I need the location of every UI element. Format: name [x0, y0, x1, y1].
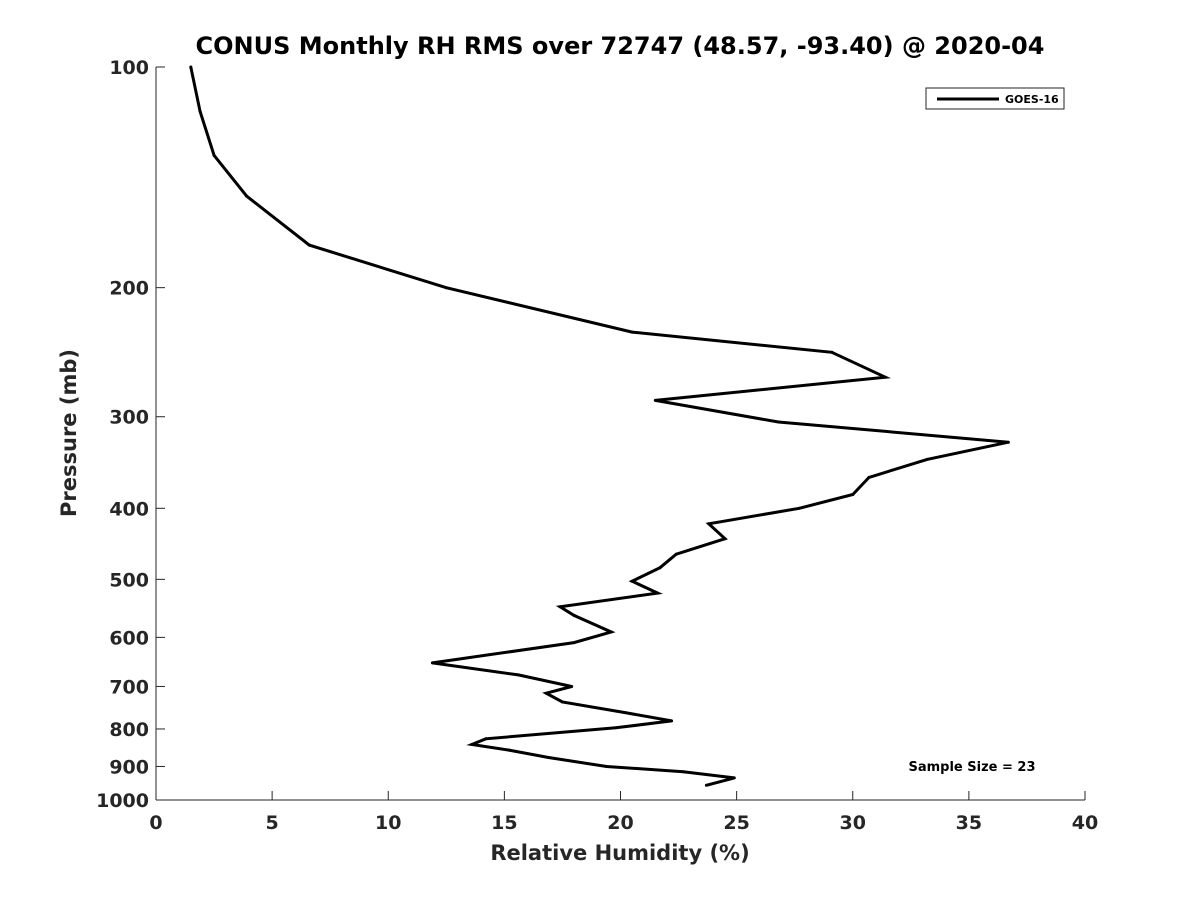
x-tick-label: 40	[1072, 812, 1098, 834]
series-point	[630, 579, 634, 583]
series-point	[547, 756, 550, 759]
series-point	[609, 630, 613, 634]
series-point	[484, 737, 488, 741]
series-point	[704, 783, 708, 787]
series-point	[572, 641, 576, 645]
x-tick-label: 10	[375, 812, 401, 834]
x-tick-label: 15	[491, 812, 517, 834]
y-tick-label: 300	[109, 407, 149, 429]
chart-title: CONUS Monthly RH RMS over 72747 (48.57, …	[196, 32, 1045, 60]
series-points	[189, 65, 1010, 787]
x-tick-label: 35	[956, 812, 982, 834]
y-ticks: 100 200 300 400 500 600 700 800 900 1000	[96, 57, 165, 812]
y-tick-label: 400	[109, 498, 149, 520]
y-tick-label: 700	[109, 676, 149, 698]
series-point	[570, 685, 574, 688]
series-point	[630, 330, 634, 334]
y-tick-label: 100	[109, 57, 149, 79]
series-point	[198, 110, 202, 113]
series-point	[605, 765, 609, 768]
series-point	[707, 522, 711, 526]
series-point	[558, 605, 562, 609]
legend[interactable]: GOES-16	[925, 87, 1065, 110]
series-point	[674, 552, 678, 556]
series-point	[444, 286, 448, 290]
x-tick-label: 30	[840, 812, 866, 834]
y-tick-label: 1000	[96, 790, 149, 812]
series-line-goes-16	[189, 66, 1009, 787]
y-axis-label: Pressure (mb)	[57, 349, 81, 517]
series-point	[776, 420, 780, 424]
series-point	[1006, 440, 1010, 444]
series-point	[245, 194, 249, 198]
series-point	[656, 591, 660, 595]
series-point	[614, 726, 618, 730]
series-point	[516, 673, 520, 677]
x-tick-label: 25	[723, 812, 749, 834]
series-point	[732, 776, 736, 780]
sample-size-annotation: Sample Size = 23	[908, 760, 1035, 775]
legend-label: GOES-16	[1005, 93, 1059, 106]
axes	[155, 67, 1085, 801]
series-point	[723, 537, 727, 541]
series-point	[830, 350, 834, 354]
series-point	[867, 475, 871, 479]
series-point	[658, 566, 662, 570]
series-point	[623, 711, 627, 715]
series-point	[470, 743, 474, 746]
series-point	[544, 691, 548, 695]
x-tick-label: 0	[149, 812, 162, 834]
series-point	[883, 375, 887, 379]
series-point	[670, 719, 674, 723]
series-point	[212, 153, 216, 157]
y-tick-label: 600	[109, 627, 149, 649]
series-point	[653, 398, 657, 402]
x-tick-label: 20	[607, 812, 633, 834]
series-point	[797, 506, 801, 510]
x-ticks: 0 5 10 15 20 25 30 35 40	[149, 791, 1098, 834]
x-tick-label: 5	[266, 812, 279, 834]
series-point	[430, 661, 434, 665]
x-axis-label: Relative Humidity (%)	[490, 841, 749, 865]
y-tick-label: 200	[109, 278, 149, 300]
series-point	[560, 700, 564, 704]
series-point	[851, 493, 855, 496]
y-tick-label: 900	[109, 756, 149, 778]
series-point	[572, 613, 576, 617]
series-point	[307, 243, 311, 247]
series-point	[925, 457, 929, 461]
series-point	[681, 770, 685, 774]
y-tick-label: 500	[109, 569, 149, 591]
y-tick-label: 800	[109, 719, 149, 741]
series-point	[189, 65, 193, 69]
series-point	[507, 748, 511, 752]
